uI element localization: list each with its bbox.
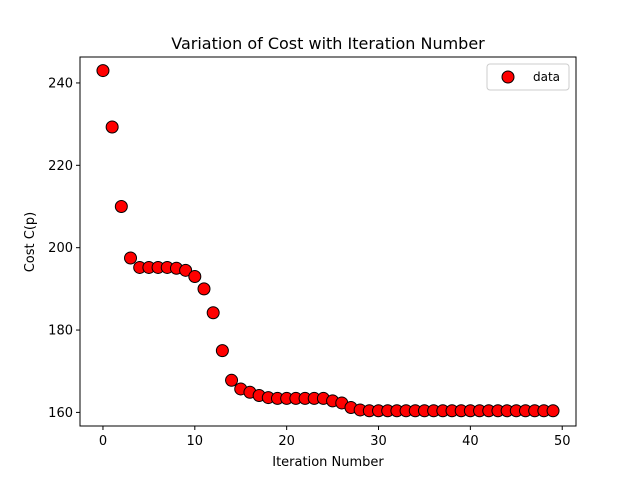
legend: data bbox=[486, 63, 570, 91]
x-tick-label: 0 bbox=[99, 434, 107, 449]
y-axis-ticks: 160 180 200 220 240 bbox=[48, 76, 80, 421]
x-tick-label: 10 bbox=[187, 434, 204, 449]
legend-box bbox=[486, 63, 570, 91]
legend-label: data bbox=[533, 70, 560, 84]
x-tick-label: 50 bbox=[554, 434, 571, 449]
data-points bbox=[96, 64, 560, 418]
y-tick-label: 180 bbox=[48, 324, 73, 339]
y-axis-label: Cost C(p) bbox=[23, 212, 38, 273]
y-tick-label: 220 bbox=[48, 159, 73, 174]
x-tick-label: 30 bbox=[370, 434, 387, 449]
data-point bbox=[114, 199, 128, 213]
data-point bbox=[225, 373, 239, 387]
y-tick-label: 240 bbox=[48, 76, 73, 91]
data-point bbox=[215, 344, 229, 358]
x-axis-label: Iteration Number bbox=[272, 455, 384, 470]
data-point bbox=[206, 306, 220, 320]
x-tick-label: 20 bbox=[278, 434, 295, 449]
data-point bbox=[124, 251, 138, 265]
axes-frame bbox=[79, 56, 577, 427]
y-tick-label: 200 bbox=[48, 241, 73, 256]
data-point bbox=[188, 270, 202, 284]
data-point bbox=[179, 263, 193, 277]
data-point bbox=[197, 282, 211, 296]
x-axis-ticks: 0 10 20 30 40 50 bbox=[99, 426, 571, 449]
chart-title: Variation of Cost with Iteration Number bbox=[171, 34, 485, 53]
data-point bbox=[96, 64, 110, 78]
data-point bbox=[105, 120, 119, 134]
y-tick-label: 160 bbox=[48, 406, 73, 421]
legend-marker bbox=[501, 70, 515, 84]
x-tick-label: 40 bbox=[462, 434, 479, 449]
data-point bbox=[546, 404, 560, 418]
